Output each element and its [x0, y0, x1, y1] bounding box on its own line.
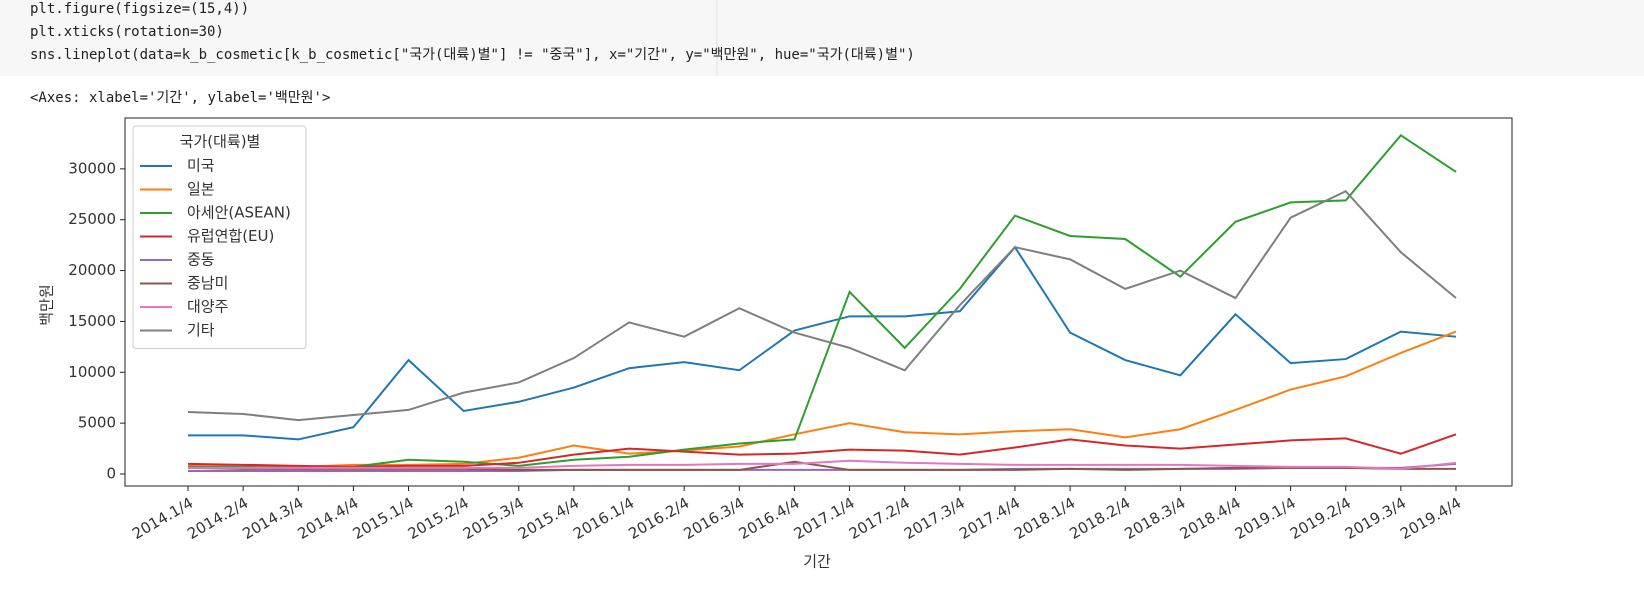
x-axis-label: 기간	[803, 553, 831, 571]
legend-label: 미국	[187, 157, 215, 175]
x-tick-label: 2014.3/4	[239, 494, 306, 543]
y-tick-label: 10000	[68, 363, 116, 381]
y-tick-label: 15000	[68, 312, 116, 330]
series-line	[188, 245, 1457, 441]
code-line: plt.xticks(rotation=30)	[30, 24, 224, 40]
legend-label: 기타	[187, 321, 215, 339]
legend-title: 국가(대륙)별	[180, 133, 261, 151]
x-tick-label: 2018.2/4	[1066, 494, 1133, 543]
legend-label: 중남미	[187, 274, 228, 292]
y-tick-label: 5000	[78, 414, 116, 432]
series-line	[187, 433, 1457, 468]
series-line	[187, 330, 1457, 468]
x-tick-label: 2016.1/4	[570, 494, 637, 543]
legend-box	[132, 125, 307, 349]
code-cell-background	[0, 0, 1644, 76]
x-tick-label: 2019.1/4	[1232, 494, 1299, 543]
x-tick-label: 2019.3/4	[1342, 494, 1409, 543]
x-tick-label: 2014.2/4	[184, 494, 251, 543]
output-text: <Axes: xlabel='기간', ylabel='백만원'>	[30, 90, 330, 106]
legend-label: 대양주	[187, 298, 228, 316]
x-tick-label: 2017.2/4	[846, 494, 913, 543]
y-tick-label: 25000	[68, 210, 116, 228]
legend-label: 일본	[187, 180, 215, 198]
axes-frame	[124, 117, 1513, 487]
series-line	[187, 460, 1456, 471]
x-tick-label: 2014.1/4	[129, 494, 196, 543]
code-line: plt.figure(figsize=(15,4))	[30, 1, 249, 17]
x-tick-label: 2017.4/4	[956, 494, 1023, 543]
y-tick-label: 20000	[68, 261, 116, 279]
x-tick-label: 2019.2/4	[1287, 494, 1354, 543]
legend-label: 유럽연합(EU)	[187, 227, 274, 245]
x-tick-label: 2015.4/4	[515, 494, 582, 543]
x-tick-label: 2018.3/4	[1121, 494, 1188, 543]
legend-label: 아세안(ASEAN)	[187, 204, 291, 222]
x-tick-label: 2015.2/4	[405, 494, 472, 543]
x-tick-label: 2016.4/4	[736, 494, 803, 543]
legend-label: 중동	[187, 251, 215, 269]
y-tick-label: 0	[106, 464, 116, 482]
x-tick-label: 2016.2/4	[625, 494, 692, 543]
y-axis-label: 백만원	[38, 284, 56, 325]
y-tick-label: 30000	[68, 159, 116, 177]
x-tick-label: 2014.4/4	[295, 494, 362, 543]
series-line	[188, 133, 1457, 469]
x-tick-label: 2017.3/4	[901, 494, 968, 543]
series-line	[187, 190, 1457, 422]
x-tick-label: 2015.1/4	[350, 494, 417, 543]
x-tick-label: 2019.4/4	[1397, 494, 1464, 543]
x-tick-label: 2018.1/4	[1011, 494, 1078, 543]
series-line	[188, 459, 1457, 470]
x-tick-label: 2017.1/4	[791, 494, 858, 543]
x-tick-label: 2016.3/4	[680, 494, 747, 543]
x-tick-label: 2018.4/4	[1177, 494, 1244, 543]
code-line: sns.lineplot(data=k_b_cosmetic[k_b_cosme…	[30, 47, 915, 63]
x-tick-label: 2015.3/4	[460, 494, 527, 543]
